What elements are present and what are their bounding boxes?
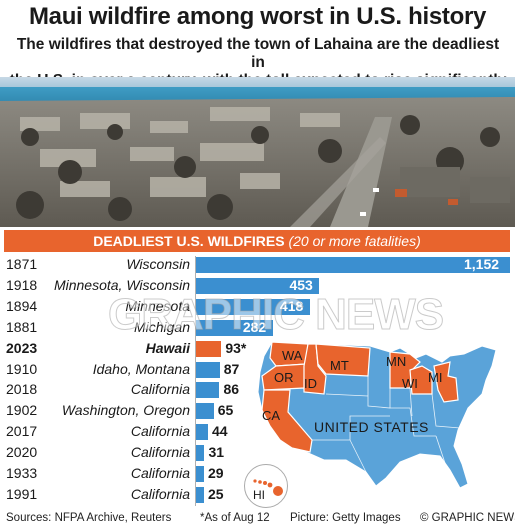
- bar-value-label: 29: [208, 465, 224, 481]
- footer-picture: Picture: Getty Images: [290, 512, 401, 524]
- bar: [196, 486, 204, 503]
- year-label: 1881: [6, 318, 38, 335]
- state-mt: [315, 343, 371, 377]
- label-ca: CA: [262, 408, 280, 423]
- bar: [196, 257, 510, 273]
- bar-value-label: 93*: [225, 339, 247, 356]
- year-label: 1902: [6, 402, 38, 419]
- label-id: ID: [304, 376, 317, 391]
- location-label: Hawaii: [145, 339, 190, 356]
- bar-value-label: 31: [208, 444, 225, 461]
- location-label: California: [130, 485, 190, 502]
- footer-note: *As of Aug 12: [200, 512, 270, 524]
- bar: [196, 277, 320, 294]
- bar: [196, 319, 273, 336]
- state-mi: [433, 361, 459, 403]
- bar: [196, 382, 220, 399]
- chart-baseline: [195, 256, 196, 506]
- location-label: Wisconsin: [126, 256, 190, 272]
- footer-sources: Sources: NFPA Archive, Reuters: [6, 512, 172, 524]
- location-label: Idaho, Montana: [92, 360, 190, 377]
- label-country: UNITED STATES: [314, 419, 429, 435]
- year-label: 1894: [6, 297, 38, 314]
- bar-value-label: 453: [289, 276, 313, 293]
- location-label: California: [130, 444, 190, 461]
- location-label: California: [130, 465, 190, 481]
- location-label: California: [130, 381, 190, 398]
- bar: [196, 298, 310, 315]
- bar: [196, 403, 214, 420]
- state-wi: [409, 365, 433, 395]
- location-label: Minnesota, Wisconsin: [53, 276, 190, 293]
- year-label: 1871: [6, 256, 38, 272]
- hawaii-inset: HI: [244, 464, 288, 508]
- year-label: 2017: [6, 423, 38, 440]
- year-label: 1933: [6, 465, 38, 481]
- footer: Sources: NFPA Archive, Reuters *As of Au…: [0, 509, 515, 529]
- bar-value-label: 44: [211, 423, 228, 440]
- chart-title-note: (20 or more fatalities): [288, 233, 421, 249]
- bar: [196, 361, 220, 378]
- aerial-photo: [0, 77, 515, 227]
- year-label: 1991: [6, 485, 38, 502]
- label-or: OR: [274, 370, 294, 385]
- bar-value-label: 87: [223, 360, 240, 377]
- footer-credit: © GRAPHIC NEWS: [420, 512, 515, 524]
- bar-value-label: 65: [217, 402, 234, 419]
- bar-value-label: 25: [208, 485, 224, 502]
- page-title: Maui wildfire among worst in U.S. histor…: [28, 3, 487, 30]
- label-hi: HI: [253, 488, 265, 502]
- label-wi: WI: [402, 376, 418, 391]
- state-ca: [261, 389, 313, 453]
- bar: [196, 445, 205, 462]
- state-or: [261, 363, 307, 391]
- label-wa: WA: [282, 348, 303, 363]
- label-mt: MT: [330, 358, 349, 373]
- label-mn: MN: [386, 354, 406, 369]
- chart-title-band: DEADLIEST U.S. WILDFIRES (20 or more fat…: [4, 230, 510, 252]
- bar: [196, 424, 208, 441]
- location-label: Minnesota: [125, 297, 190, 314]
- bar: [196, 340, 222, 357]
- bar-value-label: 1,152: [464, 256, 500, 272]
- year-label: 2023: [6, 339, 38, 356]
- us-map: WA OR ID MT CA MN WI MI UNITED STATES: [257, 341, 497, 489]
- year-label: 2018: [6, 381, 38, 398]
- bar-value-label: 86: [223, 381, 240, 398]
- location-label: California: [130, 423, 190, 440]
- bar-value-label: 282: [242, 318, 267, 335]
- year-label: 1910: [6, 360, 38, 377]
- bar-value-label: 418: [279, 297, 304, 314]
- year-label: 1918: [6, 276, 38, 293]
- label-mi: MI: [428, 370, 442, 385]
- location-label: Washington, Oregon: [61, 402, 190, 419]
- bar: [196, 466, 204, 482]
- location-label: Michigan: [133, 318, 190, 335]
- subtitle-line-1: The wildfires that destroyed the town of…: [16, 36, 500, 71]
- chart-title: DEADLIEST U.S. WILDFIRES: [93, 233, 285, 249]
- year-label: 2020: [6, 444, 38, 461]
